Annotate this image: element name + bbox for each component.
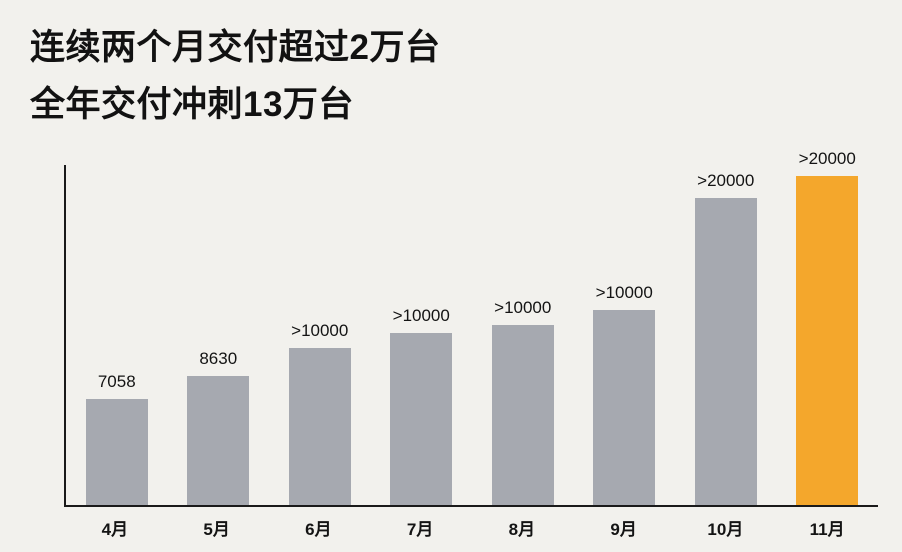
title-line-1: 连续两个月交付超过2万台	[30, 28, 441, 67]
bar-slot: >20000	[675, 165, 777, 505]
bar-value-label: 8630	[199, 348, 238, 368]
bar	[491, 325, 554, 505]
bar	[694, 197, 757, 505]
bar	[593, 310, 656, 505]
bar	[390, 332, 453, 505]
bar-value-label: >10000	[595, 283, 653, 303]
bar	[187, 375, 250, 505]
x-axis: 4月 5月 6月 7月 8月 9月 10月 11月	[64, 515, 878, 540]
x-axis-label: 5月	[203, 520, 230, 539]
bar-slot: >20000	[777, 149, 879, 505]
bar-slot: 7058	[66, 165, 168, 505]
x-axis-label: 11月	[809, 520, 845, 539]
bar-slot: >10000	[472, 165, 574, 505]
title-line-2: 全年交付冲刺13万台	[30, 84, 354, 124]
bar-slot: 8630	[168, 165, 270, 505]
x-axis-label: 6月	[305, 520, 332, 539]
x-axis-label: 10月	[707, 520, 744, 539]
x-axis-label: 7月	[406, 520, 434, 539]
x-axis-label: 9月	[610, 520, 637, 539]
plot-area: 7058 8630 >10000 >10000 >10000 >10000 >20000 >2…	[64, 149, 879, 507]
bar-value-label: 7058	[97, 372, 136, 392]
bar-slot: >10000	[574, 165, 676, 505]
bar-value-label: >20000	[697, 170, 755, 190]
bar-value-label: >10000	[494, 298, 552, 318]
bar	[796, 175, 859, 505]
bar	[85, 399, 148, 505]
bar-value-label: >10000	[291, 320, 349, 340]
chart-title: 连续两个月交付超过2万台 全年交付冲刺13万台	[30, 20, 440, 133]
bar-value-label: >10000	[392, 305, 450, 325]
bar-slot: >10000	[371, 165, 473, 505]
x-axis-label: 4月	[101, 520, 129, 539]
bar-slot: >10000	[269, 165, 371, 505]
bar	[288, 347, 351, 505]
x-axis-label: 8月	[508, 520, 536, 539]
bar-value-label: >20000	[798, 148, 856, 168]
